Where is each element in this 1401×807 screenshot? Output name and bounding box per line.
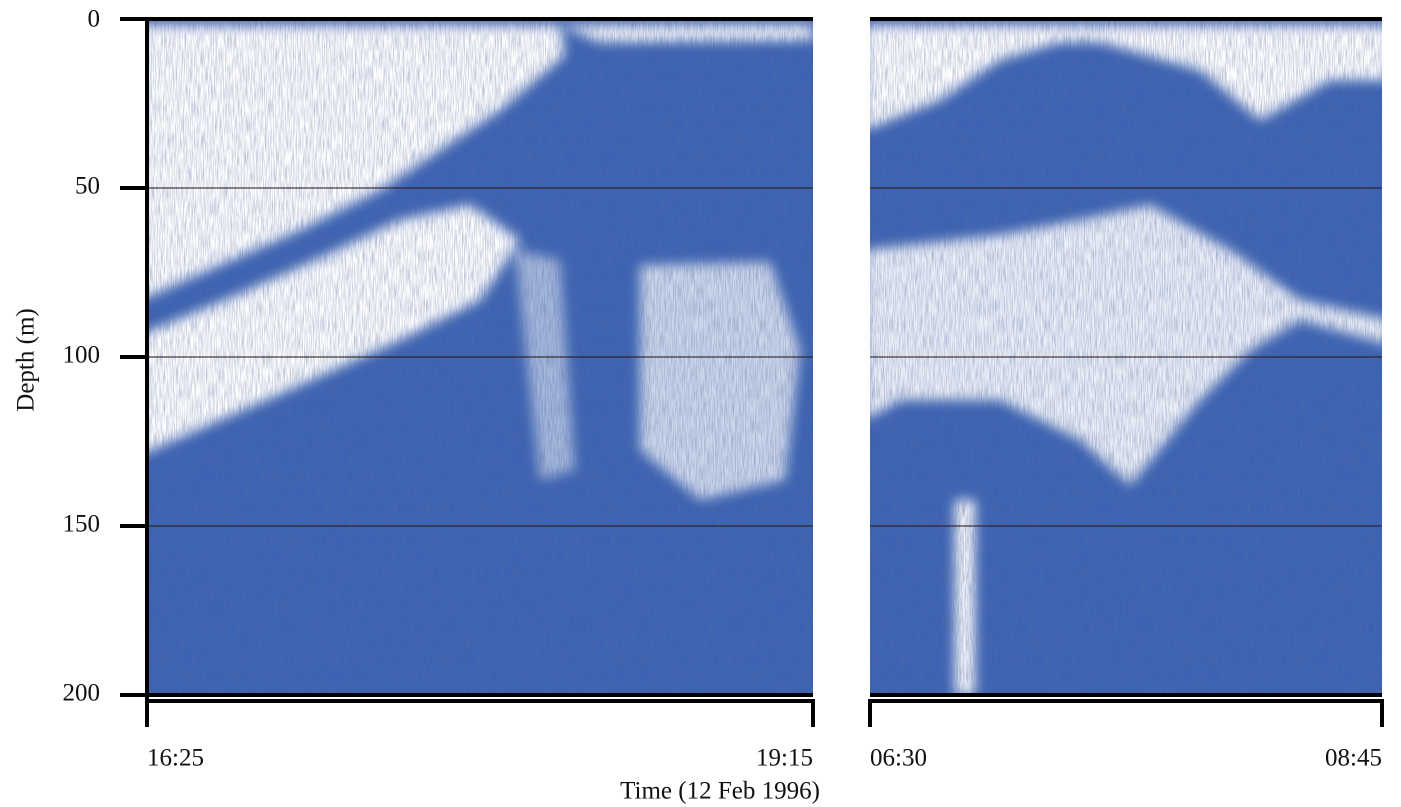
y-tick-label: 50 bbox=[75, 173, 100, 200]
y-tick-label: 150 bbox=[63, 511, 101, 538]
x-tick-label: 16:25 bbox=[147, 745, 204, 772]
y-tick-label: 100 bbox=[63, 342, 101, 369]
y-tick-label: 0 bbox=[88, 6, 101, 33]
y-tick-label: 200 bbox=[63, 680, 101, 707]
x-tick-label: 06:30 bbox=[870, 745, 927, 772]
y-axis-label: Depth (m) bbox=[13, 308, 40, 411]
x-tick-label: 19:15 bbox=[756, 745, 813, 772]
x-tick-label: 08:45 bbox=[1325, 745, 1382, 772]
x-axis-label: Time (12 Feb 1996) bbox=[620, 778, 820, 805]
